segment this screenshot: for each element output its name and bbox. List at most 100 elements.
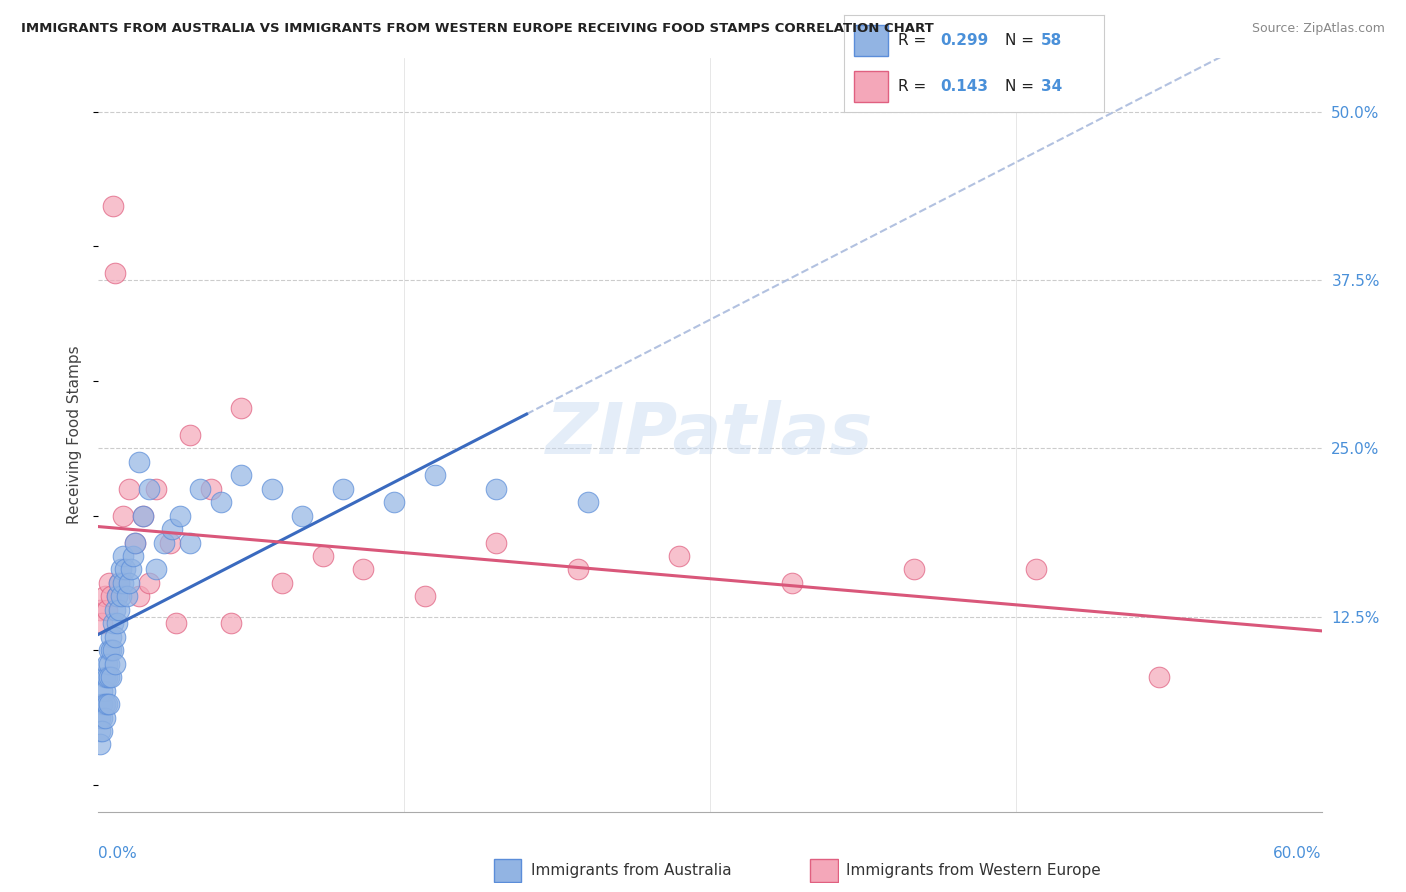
Point	[96, 657, 118, 671]
Point	[413, 590, 436, 604]
Point	[145, 482, 167, 496]
Point	[97, 575, 120, 590]
Text: N =: N =	[1005, 79, 1039, 94]
Point	[91, 710, 114, 724]
Point	[159, 535, 181, 549]
Point	[97, 697, 120, 711]
Point	[93, 590, 115, 604]
Point	[382, 495, 405, 509]
Point	[93, 683, 115, 698]
Point	[231, 401, 253, 415]
Point	[105, 616, 128, 631]
Point	[108, 603, 131, 617]
Point	[89, 738, 111, 752]
Point	[120, 562, 142, 576]
Point	[105, 590, 128, 604]
Point	[111, 549, 134, 563]
Point	[165, 616, 187, 631]
Point	[97, 643, 120, 657]
Text: IMMIGRANTS FROM AUSTRALIA VS IMMIGRANTS FROM WESTERN EUROPE RECEIVING FOOD STAMP: IMMIGRANTS FROM AUSTRALIA VS IMMIGRANTS …	[21, 22, 934, 36]
Point	[96, 670, 118, 684]
Text: 60.0%: 60.0%	[1274, 846, 1322, 861]
Point	[114, 562, 136, 576]
Point	[219, 616, 242, 631]
Text: ZIPatlas: ZIPatlas	[547, 401, 873, 469]
Point	[138, 575, 160, 590]
Point	[97, 657, 120, 671]
Point	[93, 670, 115, 684]
Y-axis label: Receiving Food Stamps: Receiving Food Stamps	[67, 345, 83, 524]
Point	[260, 482, 283, 496]
Point	[104, 603, 127, 617]
Bar	[853, 71, 887, 102]
Point	[105, 590, 128, 604]
Point	[132, 508, 155, 523]
Point	[101, 199, 124, 213]
Point	[780, 575, 803, 590]
Text: 0.0%: 0.0%	[98, 846, 138, 861]
Point	[100, 630, 122, 644]
Point	[110, 562, 132, 576]
Point	[104, 266, 127, 280]
Point	[108, 575, 131, 590]
Point	[332, 482, 354, 496]
Point	[100, 670, 122, 684]
Point	[101, 616, 124, 631]
Point	[93, 697, 115, 711]
Point	[118, 482, 141, 496]
Point	[89, 710, 111, 724]
Point	[89, 603, 111, 617]
Text: 0.299: 0.299	[939, 33, 988, 47]
Point	[108, 575, 131, 590]
Point	[567, 562, 589, 576]
Bar	[853, 25, 887, 55]
Point	[209, 495, 232, 509]
Point	[118, 575, 141, 590]
Point	[115, 590, 138, 604]
Point	[485, 482, 508, 496]
Text: R =: R =	[898, 33, 931, 47]
Point	[200, 482, 222, 496]
Point	[179, 428, 201, 442]
Point	[100, 590, 122, 604]
Point	[291, 508, 314, 523]
Point	[668, 549, 690, 563]
Point	[100, 643, 122, 657]
Point	[270, 575, 294, 590]
Point	[128, 455, 150, 469]
Point	[576, 495, 599, 509]
Point	[423, 468, 446, 483]
Point	[179, 535, 201, 549]
Point	[152, 535, 174, 549]
Text: 34: 34	[1042, 79, 1063, 94]
Point	[101, 643, 124, 657]
Point	[1147, 670, 1170, 684]
Point	[111, 575, 134, 590]
Text: N =: N =	[1005, 33, 1039, 47]
Point	[91, 616, 114, 631]
Point	[352, 562, 374, 576]
Point	[124, 535, 146, 549]
Point	[231, 468, 253, 483]
Point	[93, 710, 115, 724]
Point	[104, 657, 127, 671]
Point	[96, 697, 118, 711]
Text: Immigrants from Western Europe: Immigrants from Western Europe	[846, 863, 1101, 878]
Point	[91, 723, 114, 738]
Point	[111, 508, 134, 523]
Point	[104, 630, 127, 644]
Point	[132, 508, 155, 523]
Point	[485, 535, 508, 549]
Point	[169, 508, 191, 523]
Point	[188, 482, 212, 496]
Point	[1025, 562, 1047, 576]
Text: R =: R =	[898, 79, 931, 94]
Point	[124, 535, 146, 549]
Point	[110, 590, 132, 604]
Point	[97, 670, 120, 684]
Point	[312, 549, 335, 563]
Point	[160, 522, 183, 536]
Point	[128, 590, 150, 604]
Text: Source: ZipAtlas.com: Source: ZipAtlas.com	[1251, 22, 1385, 36]
Point	[122, 549, 145, 563]
